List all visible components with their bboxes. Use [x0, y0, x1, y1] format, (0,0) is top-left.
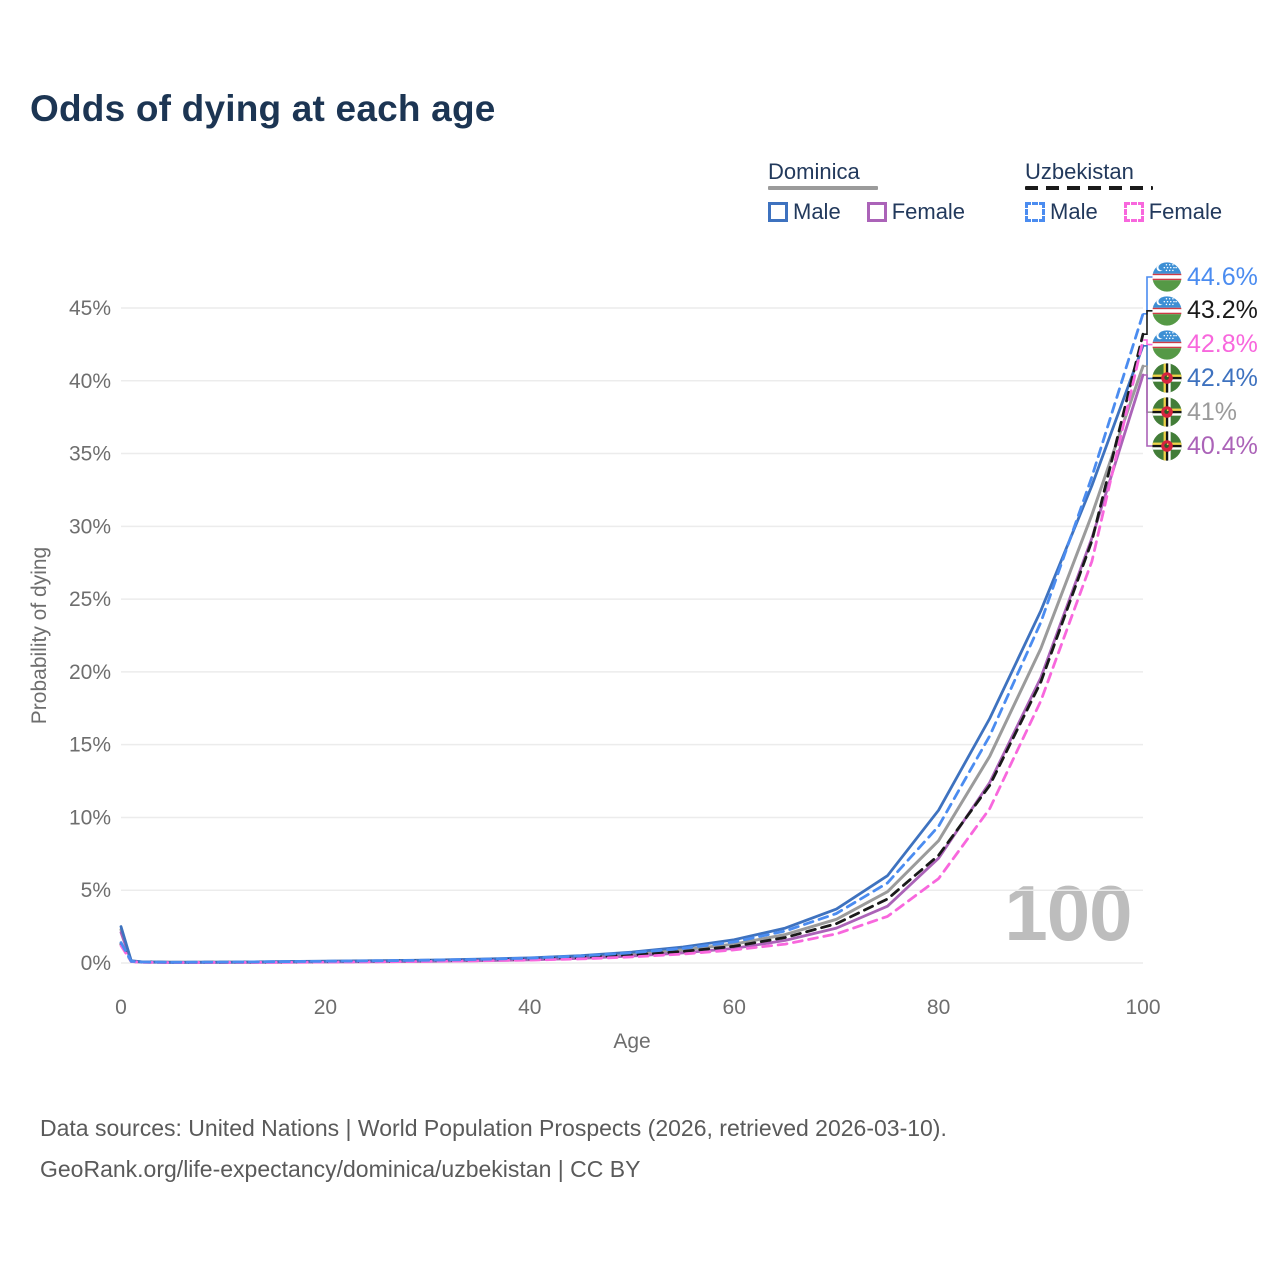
- label-connector-uzb-female: [1143, 339, 1154, 346]
- x-axis-title: Age: [613, 1030, 650, 1053]
- uzbekistan-line-style-sample: [1025, 186, 1154, 190]
- legend-country-uzbekistan: Uzbekistan: [1025, 159, 1134, 184]
- series-line-uzb-total[interactable]: [119, 332, 1145, 964]
- data-sources-text: Data sources: United Nations | World Pop…: [40, 1115, 947, 1141]
- y-tick-label: 15%: [69, 734, 111, 757]
- x-tick-label: 80: [927, 996, 950, 1019]
- legend-label: Female: [891, 199, 966, 224]
- y-tick-label: 30%: [69, 515, 111, 538]
- attribution-text: GeoRank.org/life-expectancy/dominica/uzb…: [40, 1156, 641, 1182]
- series-line-dom-female[interactable]: [119, 373, 1145, 964]
- uzbekistan-female-swatch-icon: [1123, 202, 1144, 222]
- legend-label: Male: [1050, 199, 1098, 224]
- series-line-dom-total[interactable]: [119, 364, 1145, 964]
- label-connector-dom-female: [1143, 374, 1154, 447]
- dominica-line-style-sample: [768, 186, 878, 190]
- series-line-dom-male[interactable]: [119, 344, 1145, 964]
- legend-group-dominica: Dominica Male Female: [768, 160, 965, 225]
- label-connector-dom-male: [1143, 345, 1154, 380]
- y-tick-label: 20%: [69, 661, 111, 684]
- x-tick-label: 100: [1125, 996, 1160, 1019]
- y-tick-label: 0%: [81, 952, 111, 975]
- y-tick-label: 35%: [69, 443, 111, 466]
- legend-group-uzbekistan: Uzbekistan Male Female: [1025, 160, 1222, 225]
- x-tick-label: 0: [115, 996, 127, 1019]
- label-connector-dom-total: [1143, 365, 1154, 413]
- legend-label: Male: [793, 199, 841, 224]
- legend-label: Female: [1148, 199, 1223, 224]
- y-tick-label: 45%: [69, 297, 111, 320]
- series-line-uzb-male[interactable]: [119, 312, 1145, 964]
- legend-item-dominica-male[interactable]: Male: [768, 199, 841, 225]
- legend-item-dominica-female[interactable]: Female: [866, 199, 966, 225]
- y-axis-title: Probability of dying: [28, 547, 51, 724]
- dominica-female-swatch-icon: [866, 202, 887, 222]
- uzbekistan-male-swatch-icon: [1025, 202, 1046, 222]
- x-tick-label: 40: [518, 996, 541, 1019]
- legend: Dominica Male Female Uzbekistan Male: [768, 160, 1248, 225]
- y-tick-label: 5%: [81, 879, 111, 902]
- legend-item-uzbekistan-male[interactable]: Male: [1025, 199, 1098, 225]
- dominica-male-swatch-icon: [768, 202, 788, 222]
- hovered-age-watermark: 100: [1004, 869, 1132, 957]
- page-title: Odds of dying at each age: [30, 88, 496, 129]
- series-line-uzb-female[interactable]: [119, 338, 1145, 964]
- y-tick-label: 40%: [69, 370, 111, 393]
- footer: Data sources: United Nations | World Pop…: [40, 1108, 947, 1190]
- label-connector-uzb-total: [1143, 310, 1154, 335]
- label-connector-uzb-male: [1143, 276, 1154, 315]
- legend-country-dominica: Dominica: [768, 159, 860, 184]
- x-tick-label: 60: [723, 996, 746, 1019]
- y-tick-label: 10%: [69, 806, 111, 829]
- legend-item-uzbekistan-female[interactable]: Female: [1123, 199, 1223, 225]
- x-tick-label: 20: [314, 996, 337, 1019]
- y-tick-label: 25%: [69, 588, 111, 611]
